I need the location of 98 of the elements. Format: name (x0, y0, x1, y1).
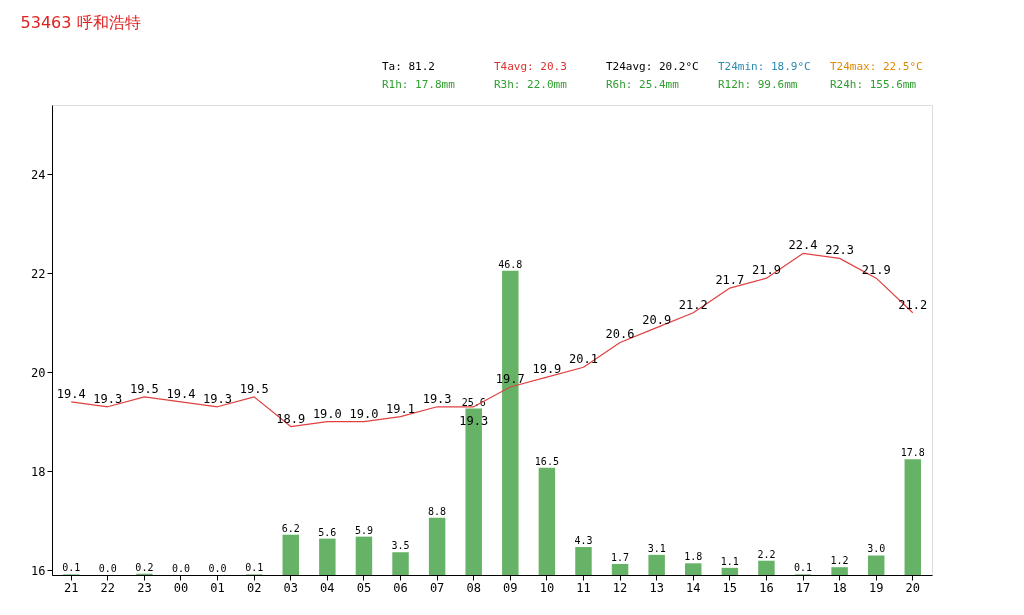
x-tick-label: 01 (210, 580, 225, 595)
text: Ta: 81.2 (382, 60, 435, 73)
x-tick-label: 16 (759, 580, 774, 595)
data-label: 19.5 (129, 381, 159, 396)
x-tick-label: 08 (466, 580, 481, 595)
x-tick-label: 03 (283, 580, 298, 595)
data-label: 2.2 (757, 548, 776, 560)
bar (282, 534, 299, 575)
data-label: 20.6 (605, 327, 635, 342)
x-tick-label: 06 (393, 580, 408, 595)
data-label: 19.5 (239, 381, 269, 396)
data-label: 8.8 (428, 505, 447, 517)
data-label: 20.9 (642, 312, 672, 327)
data-label: 0.0 (171, 563, 191, 574)
bar (685, 563, 702, 575)
x-tick-label: 23 (137, 580, 152, 595)
data-label: 3.0 (867, 543, 886, 555)
data-label: 0.2 (135, 561, 154, 573)
data-label: 1.8 (684, 551, 703, 563)
x-tick-label: 14 (686, 580, 701, 595)
bar (904, 459, 922, 575)
y-tick-label: 18 (31, 464, 46, 479)
data-label: 21.2 (678, 297, 708, 312)
text: R3h: 22.0mm (494, 78, 568, 91)
text: R24h: 155.6mm (830, 78, 917, 91)
bar (428, 517, 446, 575)
data-label: 1.2 (830, 555, 849, 567)
data-label: 19.3 (93, 391, 123, 406)
text: R12h: 99.6mm (718, 78, 798, 91)
data-label: 22.3 (825, 243, 855, 258)
x-tick-label: 21 (63, 580, 79, 595)
data-label: 6.2 (281, 522, 300, 534)
data-label: 16.5 (534, 455, 559, 467)
data-label: 0.0 (208, 563, 227, 574)
data-label: 19.0 (312, 406, 342, 421)
data-label: 19.9 (532, 362, 562, 377)
data-label: 19.0 (349, 406, 379, 421)
data-label: 5.9 (354, 524, 373, 536)
x-tick-label: 04 (320, 580, 335, 595)
y-tick-label: 16 (31, 563, 46, 578)
y-tick-label: 22 (31, 266, 46, 281)
data-label: 1.7 (611, 551, 630, 563)
x-tick-label: 18 (832, 580, 847, 595)
data-label: 46.8 (498, 258, 523, 270)
data-label: 19.1 (386, 401, 415, 416)
bar (392, 552, 409, 575)
text: T24max: 22.5°C (830, 60, 923, 73)
bar (648, 554, 665, 575)
bar (355, 536, 373, 575)
data-label: 21.9 (861, 263, 891, 278)
data-label: 0.0 (98, 563, 117, 574)
data-label: 22.4 (788, 238, 818, 253)
data-label: 0.1 (793, 562, 813, 574)
text: R1h: 17.8mm (382, 78, 456, 91)
bar (319, 538, 336, 575)
bar (831, 567, 848, 575)
data-label: 19.3 (203, 391, 233, 406)
bar (721, 567, 739, 575)
x-tick-label: 15 (722, 580, 738, 595)
x-tick-label: 22 (100, 580, 116, 595)
x-tick-label: 20 (905, 580, 921, 595)
x-tick-label: 10 (539, 580, 555, 595)
data-label: 3.5 (391, 540, 410, 552)
data-label: 4.3 (574, 535, 593, 547)
chart-title: 53463 呼和浩特 (20, 13, 141, 32)
data-label: 21.9 (751, 263, 781, 278)
y-tick-label: 24 (31, 167, 46, 182)
data-label: 21.7 (715, 273, 745, 288)
x-tick-label: 11 (576, 580, 591, 595)
text: T4avg: 20.3 (494, 60, 567, 73)
data-label: 19.4 (166, 386, 196, 401)
x-tick-label: 17 (795, 580, 811, 595)
bar (758, 560, 775, 575)
data-label: 17.8 (900, 447, 925, 459)
data-label: 5.6 (318, 526, 337, 538)
bar (538, 467, 556, 575)
bar (867, 555, 885, 575)
x-tick-label: 02 (246, 580, 262, 595)
bar (611, 563, 629, 575)
text: R6h: 25.4mm (606, 78, 680, 91)
x-tick-label: 12 (612, 580, 628, 595)
data-label: 19.4 (56, 386, 86, 401)
x-tick-label: 05 (356, 580, 372, 595)
text: T24min: 18.9°C (718, 60, 811, 73)
data-label: 20.1 (569, 352, 598, 367)
text: T24avg: 20.2°C (606, 60, 699, 73)
data-label: 19.3 (422, 391, 452, 406)
x-tick-label: 09 (503, 580, 518, 595)
data-label: 0.1 (62, 562, 81, 574)
x-tick-label: 13 (649, 580, 664, 595)
x-tick-label: 19 (868, 580, 884, 595)
x-tick-label: 07 (429, 580, 445, 595)
y-tick-label: 20 (31, 365, 46, 380)
x-tick-label: 00 (173, 580, 189, 595)
data-label: 3.1 (647, 542, 666, 554)
bar (575, 547, 592, 575)
data-label: 0.1 (245, 562, 264, 574)
data-label: 1.1 (720, 555, 739, 567)
